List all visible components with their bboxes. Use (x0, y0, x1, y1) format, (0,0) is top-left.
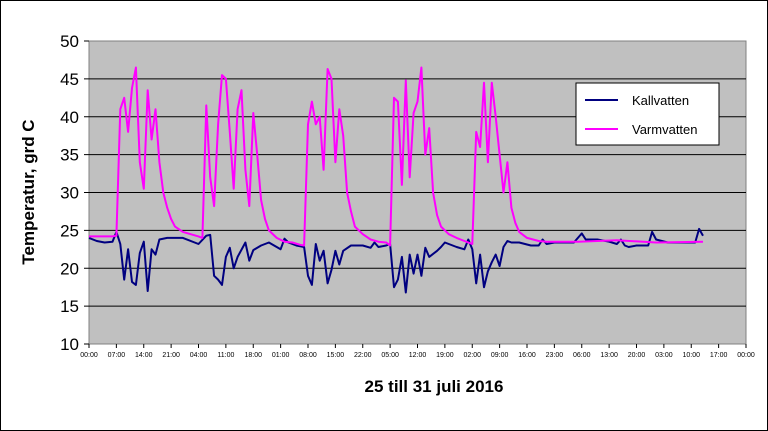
x-tick-label: 04:00 (190, 352, 208, 359)
y-tick-label-50: 50 (60, 32, 79, 51)
y-tick-label-30: 30 (60, 184, 79, 203)
x-tick-label: 12:00 (409, 352, 427, 359)
series-lines (88, 66, 704, 294)
x-tick-label: 22:00 (354, 352, 372, 359)
y-tick-label-35: 35 (60, 146, 79, 165)
y-tick-label-20: 20 (60, 259, 79, 278)
legend-label-kallvatten: Kallvatten (632, 93, 689, 108)
x-tick-label: 11:00 (217, 352, 234, 359)
x-tick-label: 17:00 (710, 352, 728, 359)
x-tick-label: 19:00 (436, 352, 454, 359)
x-tick-label: 03:00 (655, 352, 673, 359)
x-tick-label: 21:00 (162, 352, 180, 359)
y-tick-label-45: 45 (60, 70, 79, 89)
x-tick-label: 10:00 (682, 352, 700, 359)
y-axis-label: Temperatur, grd C (19, 119, 38, 264)
y-tick-label-15: 15 (60, 297, 79, 316)
x-axis-label: 25 till 31 juli 2016 (365, 377, 504, 396)
series-line-varmvatten (89, 66, 704, 247)
x-tick-label: 15:00 (327, 352, 345, 359)
y-tick-label-10: 10 (60, 335, 79, 354)
x-tick-label: 00:00 (737, 352, 755, 359)
x-tick-label: 20:00 (628, 352, 646, 359)
x-tick-label: 01:00 (272, 352, 290, 359)
legend-label-varmvatten: Varmvatten (632, 122, 698, 137)
x-tick-label: 05:00 (381, 352, 399, 359)
y-tick-label-25: 25 (60, 221, 79, 240)
x-tick-label: 23:00 (546, 352, 564, 359)
x-tick-label: 08:00 (299, 352, 317, 359)
y-tick-label-40: 40 (60, 108, 79, 127)
x-tick-label: 18:00 (244, 352, 262, 359)
x-tick-label: 00:00 (80, 352, 98, 359)
legend-box (575, 82, 720, 146)
y-axis-ticks: 10 15 20 25 30 35 40 45 50 (60, 32, 89, 354)
grid-lines (89, 78, 746, 307)
legend: Kallvatten Varmvatten (575, 82, 720, 146)
x-tick-label: 07:00 (108, 352, 126, 359)
x-axis-ticks: 00:00 07:00 14:00 21:00 04:00 11:00 18:00 01:00… (80, 344, 755, 359)
x-tick-label: 13:00 (600, 352, 618, 359)
x-tick-label: 14:00 (135, 352, 153, 359)
x-tick-label: 16:00 (518, 352, 536, 359)
x-tick-label: 02:00 (463, 352, 481, 359)
x-tick-label: 06:00 (573, 352, 591, 359)
x-tick-label: 09:00 (491, 352, 509, 359)
